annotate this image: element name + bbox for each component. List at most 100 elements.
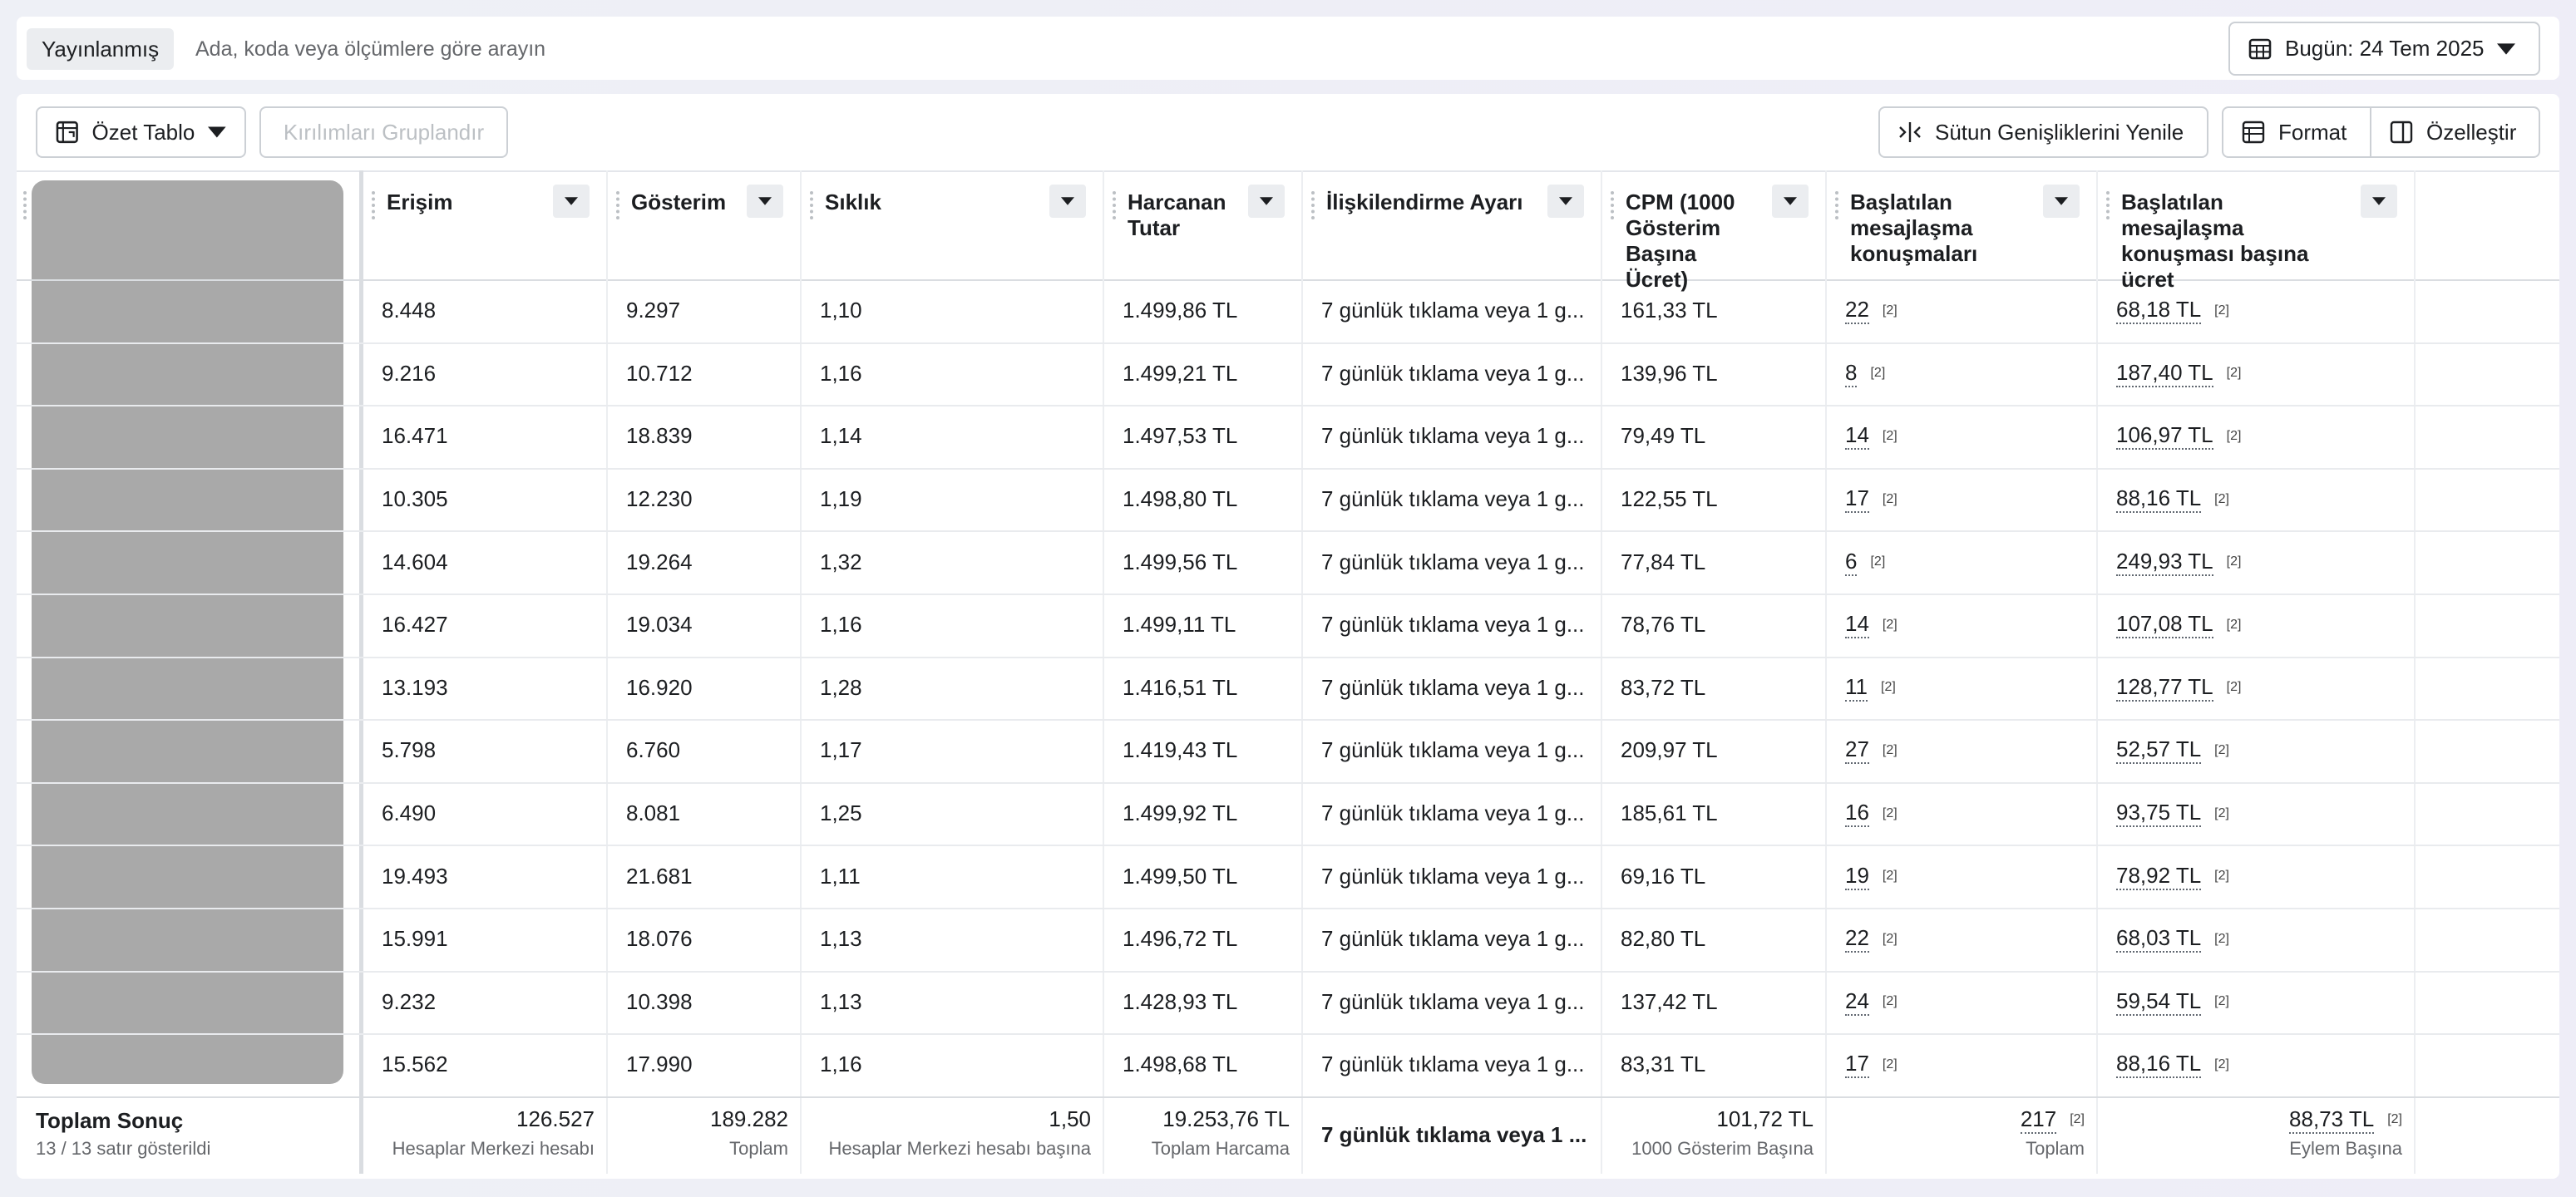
table-cell: 1.499,50 TL xyxy=(1123,863,1238,889)
cell-note: [2] xyxy=(1870,366,1886,381)
row-line xyxy=(17,405,2559,407)
table-cell: 7 günlük tıklama veya 1 g... xyxy=(1321,1052,1585,1077)
column-divider xyxy=(2096,170,2098,1174)
table-cell: 7 günlük tıklama veya 1 g... xyxy=(1321,423,1585,449)
cell-note: [2] xyxy=(1870,554,1886,569)
table-cell: 161,33 TL xyxy=(1621,298,1718,323)
table-cell: 7 günlük tıklama veya 1 g... xyxy=(1321,800,1585,826)
search-input[interactable]: Ada, koda veya ölçümlere göre arayın xyxy=(195,37,546,61)
table-cell: 1,16 xyxy=(820,1052,862,1077)
sort-menu[interactable] xyxy=(553,185,590,218)
table-cell: 79,49 TL xyxy=(1621,423,1706,449)
table-cell: 14 [2] xyxy=(1845,594,2086,657)
table-cell: 8 [2] xyxy=(1845,342,2086,406)
column-header: Sıklık xyxy=(825,190,881,214)
cell-value: 68,03 TL xyxy=(2116,925,2202,953)
table-cell: 10.305 xyxy=(382,486,448,512)
table-cell: 1.428,93 TL xyxy=(1123,988,1238,1014)
column-divider xyxy=(1301,170,1303,1174)
customize-button[interactable]: Özelleştir xyxy=(2370,106,2540,158)
cell-value: 128,77 TL xyxy=(2116,674,2213,702)
table-cell: 10.398 xyxy=(626,988,693,1014)
table-cell: 249,93 TL [2] xyxy=(2116,530,2404,594)
cell-value: 11 xyxy=(1845,674,1868,702)
sort-menu[interactable] xyxy=(1248,185,1285,218)
table-cell: 9.232 xyxy=(382,988,437,1014)
table-cell: 1.498,68 TL xyxy=(1123,1052,1238,1077)
table-cell: 6 [2] xyxy=(1845,530,2086,594)
footer-line xyxy=(17,1096,2559,1098)
table-cell: 139,96 TL xyxy=(1621,360,1718,386)
cell-value: 52,57 TL xyxy=(2116,736,2202,765)
footer-value: 217 [2] xyxy=(1833,1106,2085,1134)
footer-value: 1,50 xyxy=(808,1106,1091,1132)
table-cell: 7 günlük tıklama veya 1 g... xyxy=(1321,737,1585,763)
cell-note: [2] xyxy=(1882,994,1897,1009)
sort-menu[interactable] xyxy=(747,185,783,218)
table-cell: 59,54 TL [2] xyxy=(2116,971,2404,1034)
cell-note: [2] xyxy=(2214,742,2229,757)
dropdown-icon xyxy=(208,126,226,138)
columns-icon xyxy=(1899,122,1921,142)
row-line xyxy=(17,781,2559,784)
table-cell: 1.499,92 TL xyxy=(1123,800,1238,826)
cell-note: [2] xyxy=(1882,303,1897,318)
cell-note: [2] xyxy=(1882,617,1897,632)
sort-menu[interactable] xyxy=(1772,185,1809,218)
cell-value: 14 xyxy=(1845,611,1869,639)
table-cell: 1.499,56 TL xyxy=(1123,549,1238,574)
row-line xyxy=(17,342,2559,344)
table-cell: 12.230 xyxy=(626,486,693,512)
group-button[interactable]: Kırılımları Gruplandır xyxy=(259,106,508,158)
sort-menu[interactable] xyxy=(2361,185,2397,218)
table-cell: 1.499,86 TL xyxy=(1123,298,1238,323)
table-cell: 209,97 TL xyxy=(1621,737,1718,763)
table-cell: 1.496,72 TL xyxy=(1123,926,1238,952)
footer-caption: Hesaplar Merkezi hesabı xyxy=(392,1137,595,1159)
dropdown-icon xyxy=(2497,42,2516,55)
reset-widths-button[interactable]: Sütun Genişliklerini Yenile xyxy=(1878,106,2208,158)
row-line xyxy=(17,467,2559,470)
footer-number: 189.282 xyxy=(710,1106,788,1131)
table-cell: 11 [2] xyxy=(1845,657,2086,720)
cell-value: 93,75 TL xyxy=(2116,800,2202,828)
date-button[interactable]: Bugün: 24 Tem 2025 xyxy=(2228,22,2540,76)
table-cell: 7 günlük tıklama veya 1 g... xyxy=(1321,674,1585,700)
cell-note: [2] xyxy=(2226,554,2242,569)
footer-number: 217 xyxy=(2020,1106,2057,1134)
table-cell: 7 günlük tıklama veya 1 g... xyxy=(1321,988,1585,1014)
table-cell: 93,75 TL [2] xyxy=(2116,782,2404,845)
cell-value: 19 xyxy=(1845,863,1869,890)
table-cell: 15.991 xyxy=(382,926,448,952)
frozen-divider xyxy=(359,170,363,1174)
table-cell: 1,28 xyxy=(820,674,862,700)
status-chip[interactable]: Yayınlanmış xyxy=(27,28,175,70)
table-cell: 185,61 TL xyxy=(1621,800,1718,826)
caret-icon xyxy=(1784,197,1797,205)
table-cell: 1,16 xyxy=(820,612,862,638)
cell-note: [2] xyxy=(1882,491,1897,506)
cell-note: [2] xyxy=(2214,931,2229,946)
table-cell: 16 [2] xyxy=(1845,782,2086,845)
format-button[interactable]: Format xyxy=(2222,106,2371,158)
row-line xyxy=(17,656,2559,658)
row-line xyxy=(17,530,2559,533)
view-button[interactable]: Özet Tablo xyxy=(36,106,246,158)
sort-menu[interactable] xyxy=(1547,185,1584,218)
sort-menu[interactable] xyxy=(2043,185,2080,218)
table-cell: 1,32 xyxy=(820,549,862,574)
cell-note: [2] xyxy=(2214,994,2229,1009)
table-cell: 1.416,51 TL xyxy=(1123,674,1238,700)
caret-icon xyxy=(565,197,578,205)
calendar-icon xyxy=(2248,38,2272,59)
sort-menu[interactable] xyxy=(1049,185,1086,218)
table-cell: 24 [2] xyxy=(1845,971,2086,1034)
cell-value: 17 xyxy=(1845,485,1869,514)
footer-caption: Toplam xyxy=(729,1137,788,1159)
cell-value: 249,93 TL xyxy=(2116,549,2213,576)
cell-note: [2] xyxy=(2226,680,2242,695)
table-cell: 68,18 TL [2] xyxy=(2116,279,2404,342)
table-cell: 9.297 xyxy=(626,298,681,323)
